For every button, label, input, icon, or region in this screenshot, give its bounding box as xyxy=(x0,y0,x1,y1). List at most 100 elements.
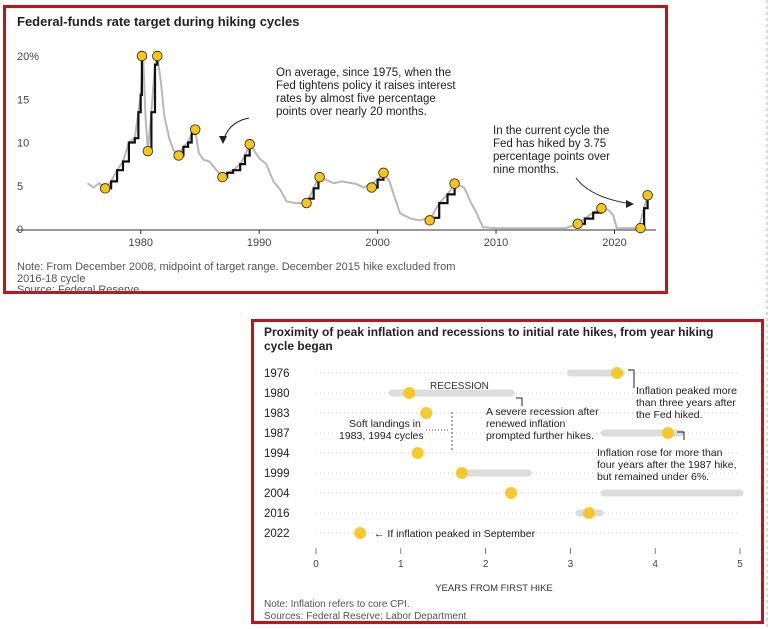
inflation-peak-dot xyxy=(583,507,596,519)
annotation2-arrowhead xyxy=(626,200,634,208)
cycle-start-dot xyxy=(572,218,583,230)
soft-landing-annotation: Soft landings in 1983, 1994 cycles xyxy=(339,418,424,442)
row-year-label: 1987 xyxy=(264,428,290,440)
inflation-peak-dot xyxy=(411,447,424,459)
severe-recession-line: prompted further hikes. xyxy=(486,430,594,442)
cycle-peak-dot xyxy=(378,167,389,178)
x-tick-label: 1980 xyxy=(129,237,153,249)
inflation-1987-bracket xyxy=(677,431,685,440)
inflation-peak-dot xyxy=(455,467,468,479)
x-tick-label: 2 xyxy=(483,559,489,570)
inflation-recession-panel: Proximity of peak inflation and recessio… xyxy=(251,319,764,624)
september-annotation: ← If inflation peaked in September xyxy=(374,528,536,540)
top-chart-title: Federal-funds rate target during hiking … xyxy=(17,14,300,29)
annotation1-line: Fed tightens policy it raises interest xyxy=(276,80,456,92)
cycle-start-dot xyxy=(100,183,111,194)
cycle-start-dot xyxy=(217,171,228,183)
inflation-1976-line: the Fed hiked. xyxy=(636,409,703,421)
x-tick-label: 2000 xyxy=(365,237,389,249)
annotation2-line: percentage points over xyxy=(493,151,610,163)
cycle-start-dot xyxy=(635,222,646,234)
x-tick-label: 1 xyxy=(398,559,404,570)
cycle-peak-dot xyxy=(314,171,325,183)
inflation-peak-dot xyxy=(354,527,367,539)
soft-landing-line: 1983, 1994 cycles xyxy=(339,430,424,442)
inflation-1976-annotation: Inflation peaked more than three years a… xyxy=(636,385,740,421)
y-tick-label: 20% xyxy=(17,51,39,63)
recession-label: RECESSION xyxy=(430,381,489,392)
annotation1-line: rates by almost five percentage xyxy=(276,93,436,105)
bottom-chart-title-line1: Proximity of peak inflation and recessio… xyxy=(264,325,714,339)
inflation-1976-bracket xyxy=(628,369,635,388)
top-note-line2: 2016-18 cycle xyxy=(17,273,86,285)
annotation2-arrow xyxy=(575,177,633,205)
cycle-peak-dot xyxy=(190,124,201,135)
inflation-1987-annotation: Inflation rose for more than four years … xyxy=(597,447,739,483)
annotation2-line: nine months. xyxy=(493,164,559,176)
cycle-peak-dot xyxy=(136,50,148,62)
inflation-peak-dot xyxy=(611,367,624,379)
inflation-1987-line: Inflation rose for more than xyxy=(597,447,723,459)
row-year-label: 1999 xyxy=(264,468,290,480)
x-axis-title: YEARS FROM FIRST HIKE xyxy=(435,583,553,594)
annotation2-line: In the current cycle the xyxy=(493,125,609,137)
annotation1-arrowhead xyxy=(219,136,227,144)
bottom-source: Sources: Federal Reserve; Labor Departme… xyxy=(264,611,467,622)
scrollbar-track[interactable] xyxy=(764,0,770,629)
annotation1-arrow xyxy=(222,117,250,143)
row-year-label: 2016 xyxy=(264,508,290,520)
row-year-label: 1994 xyxy=(264,448,290,460)
top-note-line1: Note: From December 2008, midpoint of ta… xyxy=(17,261,456,273)
inflation-peak-dot xyxy=(420,407,433,419)
severe-recession-annotation: A severe recession after renewed inflati… xyxy=(486,406,602,442)
row-year-label: 2004 xyxy=(264,488,290,500)
hiking-cycle-segment xyxy=(105,56,143,190)
annotation1-line: On average, since 1975, when the xyxy=(276,67,451,79)
inflation-peak-dot xyxy=(505,487,518,499)
fed-funds-chart-panel: Federal-funds rate target during hiking … xyxy=(3,5,668,296)
average-hike-annotation: On average, since 1975, when the Fed tig… xyxy=(276,67,459,118)
inflation-peak-dot xyxy=(403,387,416,399)
inflation-1976-line: Inflation peaked more xyxy=(636,385,737,397)
y-tick-label: 10 xyxy=(17,138,29,150)
severe-recession-line: A severe recession after xyxy=(486,406,599,418)
top-source: Source: Federal Reserve xyxy=(17,284,140,296)
x-tick-label: 2020 xyxy=(602,237,626,249)
x-tick-label: 2010 xyxy=(484,237,508,249)
x-tick-label: 3 xyxy=(568,559,574,570)
y-tick-label: 15 xyxy=(17,94,29,106)
inflation-1987-line: four years after the 1987 hike, xyxy=(597,459,737,471)
x-tick-label: 0 xyxy=(313,559,319,570)
current-cycle-annotation: In the current cycle the Fed has hiked b… xyxy=(493,125,613,176)
cycle-start-dot xyxy=(366,182,377,193)
cycle-peak-dot xyxy=(152,50,163,62)
cycle-peak-dot xyxy=(244,139,255,150)
row-year-label: 1976 xyxy=(264,368,290,380)
cycle-start-dot xyxy=(424,215,435,226)
inflation-1987-line: but remained under 6%. xyxy=(597,471,709,483)
hiking-cycle-segment xyxy=(222,144,251,179)
severe-recession-line: renewed inflation xyxy=(486,418,566,430)
bottom-note: Note: Inflation refers to core CPI. xyxy=(264,599,410,610)
cycle-start-dot xyxy=(142,145,154,157)
cycle-peak-dot xyxy=(449,178,460,189)
x-tick-label: 4 xyxy=(652,559,658,570)
inflation-recession-chart: 1976 1980 1983 1987 1994 1999 2004 2016 2022 0 1 2… xyxy=(264,367,744,594)
x-tick-label: 5 xyxy=(737,559,743,570)
severe-recession-bracket xyxy=(516,397,523,406)
cycle-start-dot xyxy=(301,197,312,209)
soft-landing-line: Soft landings in xyxy=(349,418,421,430)
x-tick-label: 1990 xyxy=(247,237,271,249)
bottom-chart-title-line2: cycle began xyxy=(264,339,333,353)
annotation2-line: Fed has hiked by 3.75 xyxy=(493,138,606,150)
row-year-label: 2022 xyxy=(264,528,290,540)
row-year-label: 1980 xyxy=(264,388,290,400)
inflation-1976-line: than three years after xyxy=(636,397,736,409)
cycle-peak-dot xyxy=(596,203,607,214)
inflation-peak-dot xyxy=(661,427,674,439)
row-year-label: 1983 xyxy=(264,408,290,420)
cycle-peak-dot xyxy=(642,190,653,201)
cycle-start-dot xyxy=(173,150,184,161)
y-tick-label: 5 xyxy=(17,181,23,193)
